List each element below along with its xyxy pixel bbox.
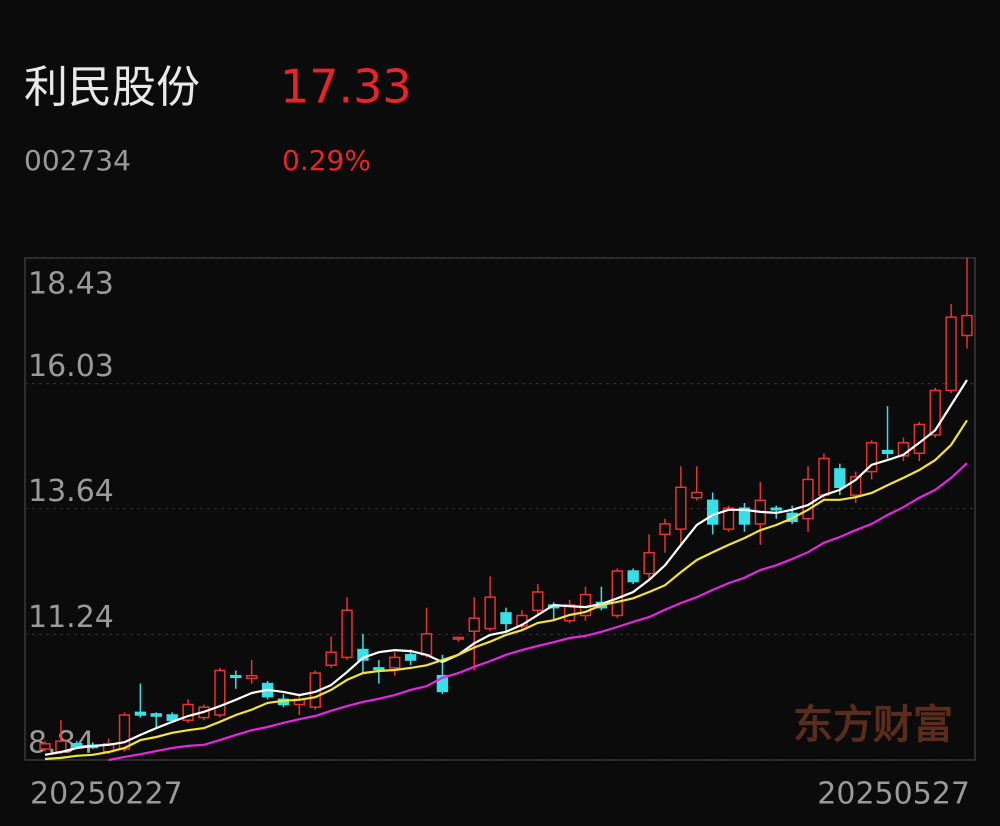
candle-body xyxy=(182,703,194,721)
candle-body xyxy=(659,523,671,536)
x-tick-label: 20250527 xyxy=(817,777,970,812)
candle-body xyxy=(802,478,814,520)
candle-body xyxy=(834,468,846,489)
candle-body xyxy=(850,476,862,496)
candle-body xyxy=(706,499,719,525)
candle-body xyxy=(39,743,51,750)
candle-body xyxy=(945,316,957,392)
candle-body xyxy=(166,714,178,721)
candle-body xyxy=(865,442,878,473)
candle-body xyxy=(722,507,735,530)
candle-body xyxy=(214,669,226,716)
candle-body xyxy=(452,636,464,640)
candle-body xyxy=(627,570,639,583)
candle-body xyxy=(468,617,480,632)
candle-body xyxy=(71,743,83,748)
candle-body xyxy=(325,651,337,667)
candle-body xyxy=(611,570,623,617)
candle-body xyxy=(357,648,369,661)
candle-body xyxy=(770,507,782,511)
candle-body xyxy=(929,389,941,436)
stock-code: 002734 xyxy=(24,144,131,177)
candle-body xyxy=(500,612,512,625)
candle-body xyxy=(738,507,751,525)
candle-body xyxy=(691,491,703,499)
moving-average-line xyxy=(108,462,968,762)
candle-body xyxy=(436,674,449,693)
candle-body xyxy=(389,656,401,669)
x-tick-label: 20250227 xyxy=(30,777,183,812)
price-change: 0.29% xyxy=(282,144,371,177)
candle-body xyxy=(532,591,544,612)
candle-body xyxy=(420,633,433,656)
candle-body xyxy=(245,674,258,680)
watermark: 东方财富 xyxy=(793,702,953,748)
candle-body xyxy=(881,449,894,455)
candle-body xyxy=(134,711,147,716)
candle-body xyxy=(484,596,496,630)
candle-body xyxy=(818,457,830,496)
candle-body xyxy=(341,609,353,659)
y-tick-label: 11.24 xyxy=(28,600,114,635)
candle-body xyxy=(961,314,973,337)
moving-average-line xyxy=(44,379,968,756)
candle-body xyxy=(150,713,162,717)
moving-average-line xyxy=(44,419,968,761)
y-tick-label: 18.43 xyxy=(28,267,114,302)
y-tick-label: 16.03 xyxy=(28,349,114,384)
stock-name: 利民股份 xyxy=(24,62,200,113)
candle-body xyxy=(373,667,385,671)
candle-body xyxy=(675,486,687,530)
candle-body xyxy=(55,740,67,753)
candle-body xyxy=(643,551,655,575)
stock-price: 17.33 xyxy=(280,60,412,114)
candle-body xyxy=(230,674,242,679)
y-tick-label: 13.64 xyxy=(28,474,114,509)
candle-body xyxy=(404,654,417,661)
candle-body xyxy=(118,714,131,750)
